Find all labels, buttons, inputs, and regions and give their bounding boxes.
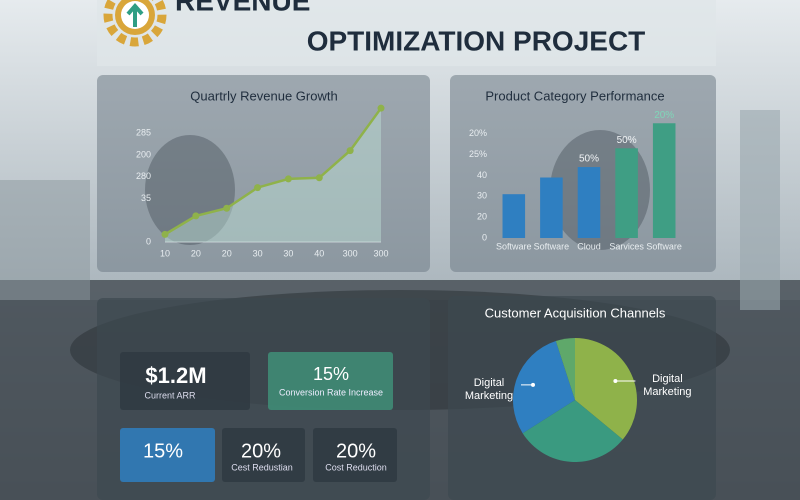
chart-title: Product Category Performance [485,88,664,103]
y-tick-label: 25% [469,149,487,159]
x-tick-label: 20 [222,248,232,258]
kpi-card [120,352,250,410]
y-tick-label: 200 [136,149,151,159]
building [0,180,90,300]
y-tick-label: 35 [141,193,151,203]
x-tick-label: 10 [160,248,170,258]
line [164,107,383,236]
x-tick-label: Cloud [577,241,601,251]
pie-slice [513,341,575,434]
x-tick-label: Software [646,241,682,251]
kpi-label: Cost Reduction [325,462,387,472]
bar-annotation: 50% [617,135,637,146]
kpi-value: 20% [241,440,281,462]
pie-label: Digital Marketing [464,376,514,402]
bar [540,177,563,238]
x-tick-label: 40 [314,248,324,258]
chart-title: Quartrly Revenue Growth [190,88,337,103]
x-tick-label: 30 [283,248,293,258]
bar [615,148,638,238]
x-tick-label: Software [534,241,570,251]
point [223,204,231,212]
y-tick-label: 20% [469,128,487,138]
x-tick-label: 300 [343,248,358,258]
header-panel [97,0,716,66]
pie-label: Digital Marketing [643,372,692,398]
kpi-value: 20% [336,440,376,462]
pie-slice [522,400,623,462]
pie-slice [575,338,638,440]
y-tick-label: 20 [477,212,487,222]
y-tick-label: 285 [136,128,151,138]
pie-slice [555,338,575,400]
y-tick-label: 30 [477,191,487,201]
kpi-label: Cest Redustian [231,462,293,472]
panel [97,75,430,272]
leader-dot [613,378,618,383]
bar [577,167,601,238]
bar-annotation: 50% [579,154,599,165]
kpi-value: $1.2M [145,363,206,388]
point [346,147,354,155]
x-tick-label: Sarvices [609,241,644,251]
point [192,212,200,220]
kpi-card [268,352,393,410]
bar [502,194,526,238]
bar [652,123,676,238]
kpi-card [120,428,215,482]
point [254,184,262,192]
x-tick-label: Software [496,241,532,251]
y-tick-label: 40 [477,170,487,180]
gear-icon [103,0,167,47]
y-tick-label: 0 [146,236,151,246]
building [740,110,780,310]
point [284,175,292,183]
leader-dot [530,382,535,387]
area [165,108,381,243]
x-tick-label: 20 [191,248,201,258]
kpi-value: 15% [143,440,183,462]
point [161,230,169,238]
y-tick-label: 280 [136,171,151,181]
kpi-label: Conversion Rate Increase [279,387,383,397]
title-line1: REVENUE [175,0,310,16]
bar-annotation: 20% [654,110,674,121]
kpi-card [222,428,305,482]
kpi-value: 15% [313,364,349,384]
point [315,174,323,182]
title-line2: OPTIMIZATION PROJECT [307,25,646,56]
kpi-label: Current ARR [144,390,196,400]
x-tick-label: 30 [253,248,263,258]
kpi-card [313,428,397,482]
chart-title: Customer Acquisition Channels [485,305,666,320]
x-tick-label: 300 [373,248,388,258]
y-tick-label: 0 [482,232,487,242]
point [377,104,385,112]
